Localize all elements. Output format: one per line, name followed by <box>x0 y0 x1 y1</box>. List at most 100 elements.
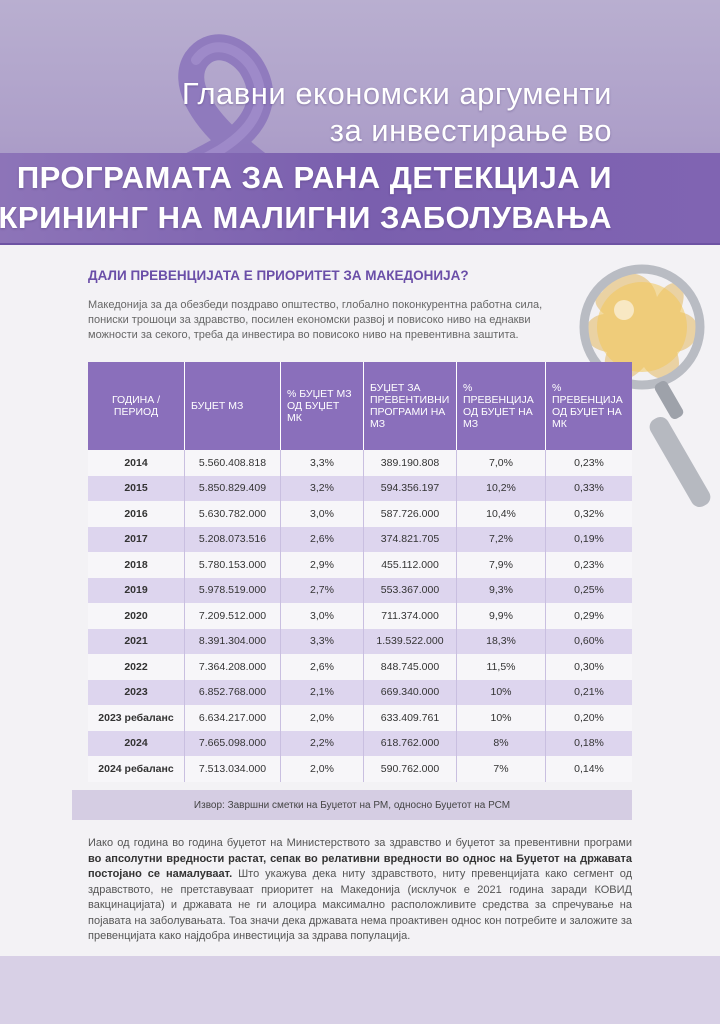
cell-prevention-budget: 455.112.000 <box>363 552 457 578</box>
cell-pct-prevention-mz: 9,3% <box>456 577 546 603</box>
cell-pct-prevention-mk: 0,21% <box>545 679 632 705</box>
header-divider <box>0 243 720 245</box>
cell-pct-mz-of-mk: 2,9% <box>280 552 364 578</box>
cell-year: 2021 <box>88 628 185 654</box>
cell-budget-mz: 5.780.153.000 <box>184 552 281 578</box>
cell-prevention-budget: 711.374.000 <box>363 603 457 629</box>
cell-pct-prevention-mk: 0,33% <box>545 475 632 501</box>
cell-pct-prevention-mz: 9,9% <box>456 603 546 629</box>
cell-pct-mz-of-mk: 2,0% <box>280 756 364 782</box>
cell-budget-mz: 5.850.829.409 <box>184 475 281 501</box>
cell-prevention-budget: 848.745.000 <box>363 654 457 680</box>
cell-prevention-budget: 669.340.000 <box>363 679 457 705</box>
title-line-2: за инвестирање во <box>329 113 612 148</box>
cell-budget-mz: 6.634.217.000 <box>184 705 281 731</box>
column-header-year: ГОДИНА / ПЕРИОД <box>88 362 185 450</box>
cell-year: 2017 <box>88 526 185 552</box>
cell-pct-mz-of-mk: 3,3% <box>280 628 364 654</box>
cell-budget-mz: 7.364.208.000 <box>184 654 281 680</box>
cell-prevention-budget: 594.356.197 <box>363 475 457 501</box>
cell-pct-prevention-mk: 0,14% <box>545 756 632 782</box>
cell-pct-prevention-mz: 7% <box>456 756 546 782</box>
cell-pct-mz-of-mk: 2,1% <box>280 679 364 705</box>
cell-prevention-budget: 389.190.808 <box>363 450 457 476</box>
cell-budget-mz: 5.560.408.818 <box>184 450 281 476</box>
cell-year: 2020 <box>88 603 185 629</box>
table-row: 2017 5.208.073.516 2,6% 374.821.705 7,2% 0,19… <box>88 526 632 552</box>
cell-budget-mz: 7.209.512.000 <box>184 603 281 629</box>
cell-pct-prevention-mk: 0,30% <box>545 654 632 680</box>
cell-pct-prevention-mz: 18,3% <box>456 628 546 654</box>
cell-year: 2024 ребаланс <box>88 756 185 782</box>
cell-budget-mz: 6.852.768.000 <box>184 679 281 705</box>
conclusion-bold: во апсолутни вредности растат, сепак во … <box>88 852 632 881</box>
cell-pct-prevention-mk: 0,32% <box>545 501 632 527</box>
table-row: 2020 7.209.512.000 3,0% 711.374.000 9,9% 0,29… <box>88 603 632 629</box>
cell-pct-prevention-mk: 0,23% <box>545 552 632 578</box>
cell-prevention-budget: 1.539.522.000 <box>363 628 457 654</box>
source-note: Извор: Завршни сметки на Буџетот на РМ, … <box>72 790 632 820</box>
column-header-pct-prevention-mz: % ПРЕВЕНЦИЈА ОД БУЏЕТ НА МЗ <box>456 362 546 450</box>
intro-paragraph: Македонија за да обезбеди поздраво опште… <box>88 299 543 341</box>
cell-year: 2019 <box>88 577 185 603</box>
cell-pct-mz-of-mk: 2,6% <box>280 654 364 680</box>
table-row: 2016 5.630.782.000 3,0% 587.726.000 10,4% 0,3… <box>88 501 632 527</box>
column-header-pct-prevention-mk: % ПРЕВЕНЦИЈА ОД БУЏЕТ НА МК <box>545 362 632 450</box>
table-row: 2024 ребаланс 7.513.034.000 2,0% 590.762.00… <box>88 756 632 782</box>
table-row: 2023 6.852.768.000 2,1% 669.340.000 10% 0,21% <box>88 679 632 705</box>
cell-year: 2023 ребаланс <box>88 705 185 731</box>
cell-pct-mz-of-mk: 2,0% <box>280 705 364 731</box>
cell-year: 2022 <box>88 654 185 680</box>
cell-pct-prevention-mk: 0,23% <box>545 450 632 476</box>
cell-pct-prevention-mk: 0,60% <box>545 628 632 654</box>
cell-prevention-budget: 587.726.000 <box>363 501 457 527</box>
cell-pct-prevention-mz: 10,2% <box>456 475 546 501</box>
cell-prevention-budget: 590.762.000 <box>363 756 457 782</box>
table-row: 2014 5.560.408.818 3,3% 389.190.808 7,0% 0,23… <box>88 450 632 476</box>
table-header-row: ГОДИНА / ПЕРИОД БУЏЕТ МЗ % БУЏЕТ МЗ ОД Б… <box>88 362 632 450</box>
table-row: 2022 7.364.208.000 2,6% 848.745.000 11,5% 0,3… <box>88 654 632 680</box>
cell-pct-mz-of-mk: 2,7% <box>280 577 364 603</box>
cell-pct-prevention-mk: 0,18% <box>545 730 632 756</box>
cell-pct-mz-of-mk: 3,3% <box>280 450 364 476</box>
cell-pct-prevention-mz: 10% <box>456 679 546 705</box>
table-row: 2019 5.978.519.000 2,7% 553.367.000 9,3% 0,25… <box>88 577 632 603</box>
cell-pct-prevention-mz: 10,4% <box>456 501 546 527</box>
cell-pct-prevention-mz: 7,0% <box>456 450 546 476</box>
cell-prevention-budget: 374.821.705 <box>363 526 457 552</box>
table-row: 2015 5.850.829.409 3,2% 594.356.197 10,2% 0,3… <box>88 475 632 501</box>
cell-pct-mz-of-mk: 3,2% <box>280 475 364 501</box>
title-line-3: ПРОГРАМАТА ЗА РАНА ДЕТЕКЦИЈА И <box>16 160 612 195</box>
cell-pct-prevention-mz: 7,9% <box>456 552 546 578</box>
footer-band <box>0 956 720 1024</box>
cell-budget-mz: 5.208.073.516 <box>184 526 281 552</box>
cell-pct-prevention-mz: 11,5% <box>456 654 546 680</box>
column-header-prevention-budget: БУЏЕТ ЗА ПРЕВЕНТИВНИ ПРОГРАМИ НА МЗ <box>363 362 457 450</box>
conclusion-text-2: Што укажува дека ниту здравството, ниту … <box>88 868 632 942</box>
cell-year: 2024 <box>88 730 185 756</box>
cell-pct-prevention-mk: 0,25% <box>545 577 632 603</box>
table-row: 2024 7.665.098.000 2,2% 618.762.000 8% 0,18% <box>88 730 632 756</box>
cell-pct-mz-of-mk: 3,0% <box>280 603 364 629</box>
cell-year: 2018 <box>88 552 185 578</box>
conclusion-text-1: Иако од година во година буџетот на Мини… <box>88 837 632 849</box>
cell-pct-mz-of-mk: 3,0% <box>280 501 364 527</box>
magnifying-glass-icon <box>579 264 711 508</box>
cell-year: 2023 <box>88 679 185 705</box>
cell-pct-mz-of-mk: 2,6% <box>280 526 364 552</box>
conclusion-paragraph: Иако од година во година буџетот на Мини… <box>88 836 632 945</box>
cell-year: 2016 <box>88 501 185 527</box>
table-row: 2018 5.780.153.000 2,9% 455.112.000 7,9% 0,23… <box>88 552 632 578</box>
column-header-pct-mz-of-mk: % БУЏЕТ МЗ ОД БУЏЕТ МК <box>280 362 364 450</box>
cell-budget-mz: 5.978.519.000 <box>184 577 281 603</box>
header-title-band <box>0 153 720 243</box>
cell-pct-prevention-mz: 10% <box>456 705 546 731</box>
cell-budget-mz: 7.513.034.000 <box>184 756 281 782</box>
cell-pct-prevention-mz: 8% <box>456 730 546 756</box>
cell-pct-mz-of-mk: 2,2% <box>280 730 364 756</box>
title-line-4: СКРИНИНГ НА МАЛИГНИ ЗАБОЛУВАЊА <box>0 200 612 235</box>
cell-pct-prevention-mz: 7,2% <box>456 526 546 552</box>
column-header-budget-mz: БУЏЕТ МЗ <box>184 362 281 450</box>
title-line-1: Главни економски аргументи <box>181 76 612 111</box>
cell-prevention-budget: 553.367.000 <box>363 577 457 603</box>
